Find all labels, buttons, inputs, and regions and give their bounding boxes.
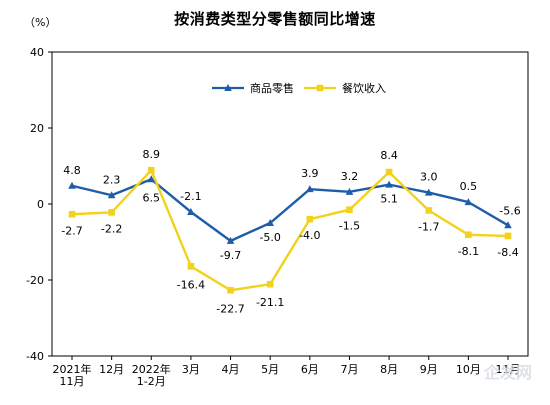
catering-data-point [346, 206, 353, 213]
data-labels: 4.8 2.3 6.5 -2.1 -9.7 -5.0 3.9 3.2 5.1 3.0 0.5 -5.6… [61, 148, 520, 315]
retail-data-point [385, 180, 393, 188]
series-lines [68, 166, 512, 294]
catering-data-point [187, 263, 195, 270]
catering-data-label: -8.4 [497, 246, 518, 259]
catering-data-point [306, 215, 314, 223]
retail-data-point [424, 188, 433, 196]
x-axis-tick-label: 9月 [420, 363, 438, 376]
retail-data-point [464, 198, 473, 206]
retail-data-point [187, 207, 195, 215]
catering-data-point [504, 232, 512, 240]
retail-data-point [107, 191, 116, 199]
retail-data-label: -2.1 [180, 190, 201, 203]
catering-data-label: 8.9 [143, 148, 161, 161]
y-axis-ticks: 40 20 0 -20 -40 [26, 46, 52, 363]
y-axis-tick-label: -20 [26, 274, 44, 287]
retail-data-label: 4.8 [63, 164, 81, 177]
retail-data-point [306, 185, 314, 193]
series-line-retail [70, 178, 510, 243]
chart-title: 按消费类型分零售额同比增速 [174, 10, 376, 28]
x-axis-tick-label: 10月 [456, 363, 481, 376]
catering-data-label: -4.0 [299, 229, 320, 242]
x-axis-tick-label: 2022年 [132, 362, 171, 376]
catering-data-label: -16.4 [177, 278, 205, 291]
legend: 商品零售 餐饮收入 [212, 81, 386, 95]
retail-data-label: 5.1 [380, 193, 398, 206]
series-line-catering [70, 168, 510, 292]
catering-data-point [465, 231, 472, 239]
y-axis-unit-label: （%） [24, 16, 57, 29]
catering-data-label: -22.7 [216, 302, 244, 315]
retail-data-label: 2.3 [103, 173, 121, 186]
x-axis-tick-label: 1-2月 [137, 375, 166, 388]
x-axis-tick-label: 11月 [496, 363, 521, 376]
catering-data-point [385, 168, 393, 176]
retail-data-label: 0.5 [460, 180, 478, 193]
y-axis-tick-label: 40 [30, 46, 44, 59]
x-axis-tick-label: 2021年 [53, 362, 92, 376]
retail-data-point [226, 236, 235, 244]
retail-data-point [266, 219, 274, 226]
x-axis-tick-label: 5月 [261, 363, 279, 376]
catering-data-label: -2.2 [101, 222, 122, 235]
catering-data-point [108, 209, 115, 216]
catering-data-point [227, 286, 234, 294]
x-axis-tick-label: 7月 [340, 363, 358, 376]
retail-data-label: -5.0 [259, 231, 280, 244]
plot-area-frame [51, 51, 529, 357]
retail-data-label: 6.5 [143, 191, 161, 204]
x-axis-tick-label: 12月 [99, 363, 124, 376]
retail-data-label: -5.6 [499, 204, 520, 217]
x-axis-tick-label: 6月 [301, 363, 319, 376]
catering-data-label: -2.7 [61, 224, 82, 237]
retail-data-point [504, 221, 512, 229]
catering-data-point [147, 166, 155, 174]
retail-data-point [147, 175, 156, 183]
catering-data-label: -8.1 [458, 245, 479, 258]
catering-data-label: -1.5 [339, 220, 360, 233]
y-axis-tick-label: -40 [26, 350, 44, 363]
catering-data-label: -21.1 [256, 296, 284, 309]
legend-marker-catering [316, 84, 324, 92]
legend-label-catering: 餐饮收入 [342, 81, 386, 95]
watermark-logo: 企发网 [483, 363, 532, 382]
catering-data-point [425, 207, 433, 214]
catering-data-label: 8.4 [380, 149, 398, 162]
y-axis-tick-label: 20 [30, 122, 44, 135]
x-axis-tick-label: 8月 [380, 363, 398, 376]
x-axis-tick-label: 4月 [222, 363, 240, 376]
legend-marker-retail [224, 84, 232, 91]
x-axis-tick-label: 11月 [60, 375, 85, 388]
y-axis-tick-label: 0 [37, 198, 44, 211]
retail-data-label: 3.9 [301, 167, 319, 180]
legend-label-retail: 商品零售 [250, 81, 294, 95]
catering-data-label: -1.7 [418, 220, 439, 233]
x-axis-tick-label: 3月 [182, 363, 200, 376]
retail-data-point [345, 187, 354, 195]
catering-data-point [68, 210, 76, 218]
retail-data-label: -9.7 [220, 249, 241, 262]
catering-data-point [266, 280, 274, 288]
retail-data-point [68, 181, 76, 189]
retail-data-label: 3.2 [341, 170, 359, 183]
retail-data-label: 3.0 [420, 171, 438, 184]
